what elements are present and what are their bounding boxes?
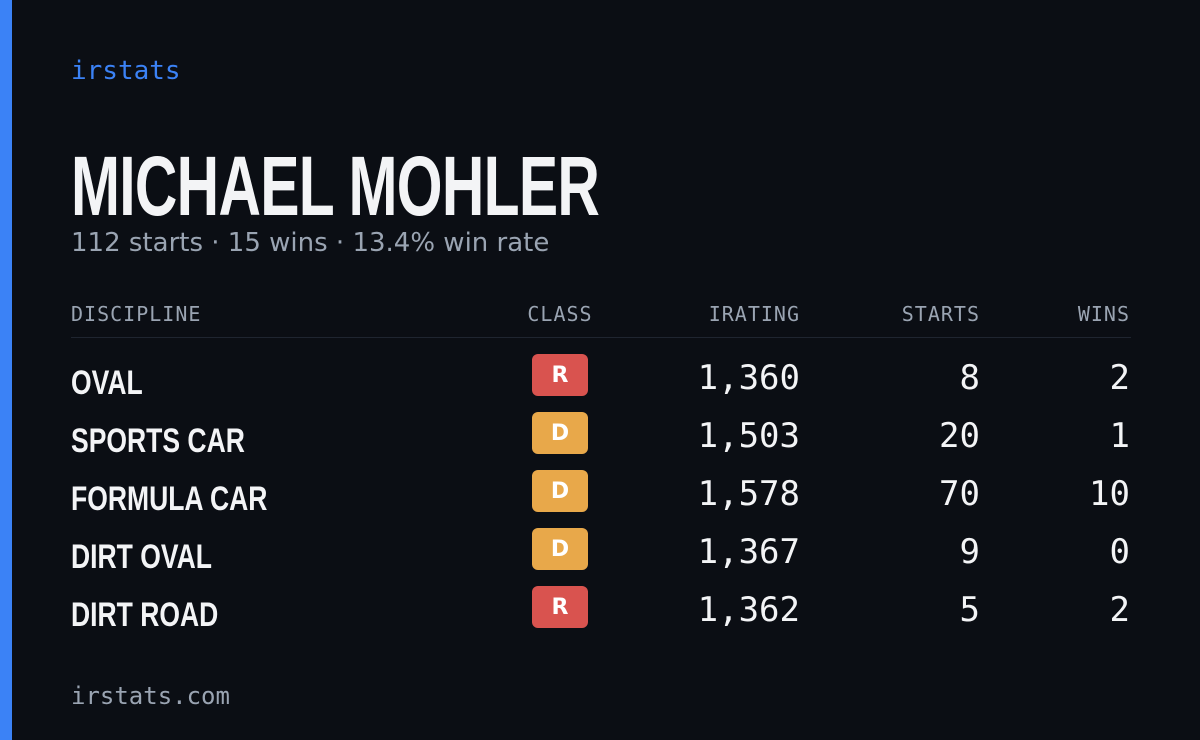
class-badge: R	[532, 354, 588, 396]
starts: 20	[939, 416, 980, 456]
irating: 1,362	[697, 590, 800, 630]
wins: 2	[1109, 590, 1130, 630]
starts: 70	[939, 474, 980, 514]
class-badge: D	[532, 412, 588, 454]
class-badge: D	[532, 470, 588, 512]
column-header: DISCIPLINE	[71, 302, 202, 326]
discipline: FORMULA CAR	[71, 480, 268, 518]
class-badge: D	[532, 528, 588, 570]
wins: 10	[1089, 474, 1130, 514]
brand: irstats	[71, 56, 181, 86]
driver-summary: 112 starts · 15 wins · 13.4% win rate	[71, 228, 550, 258]
wins: 0	[1109, 532, 1130, 572]
column-header: CLASS	[527, 302, 593, 326]
discipline: OVAL	[71, 364, 143, 402]
starts: 5	[959, 590, 980, 630]
irating: 1,360	[697, 358, 800, 398]
discipline: DIRT OVAL	[71, 538, 212, 576]
irating: 1,367	[697, 532, 800, 572]
header-rule	[71, 337, 1131, 338]
class-badge: R	[532, 586, 588, 628]
accent-bar	[0, 0, 12, 740]
column-header: IRATING	[708, 302, 800, 326]
column-header: STARTS	[901, 302, 980, 326]
footer: irstats.com	[71, 682, 230, 710]
irating: 1,503	[697, 416, 800, 456]
discipline: DIRT ROAD	[71, 596, 219, 634]
wins: 1	[1109, 416, 1130, 456]
irating: 1,578	[697, 474, 800, 514]
starts: 8	[959, 358, 980, 398]
starts: 9	[959, 532, 980, 572]
column-header: WINS	[1077, 302, 1130, 326]
wins: 2	[1109, 358, 1130, 398]
driver-name: MICHAEL MOHLER	[71, 139, 600, 233]
discipline: SPORTS CAR	[71, 422, 245, 460]
